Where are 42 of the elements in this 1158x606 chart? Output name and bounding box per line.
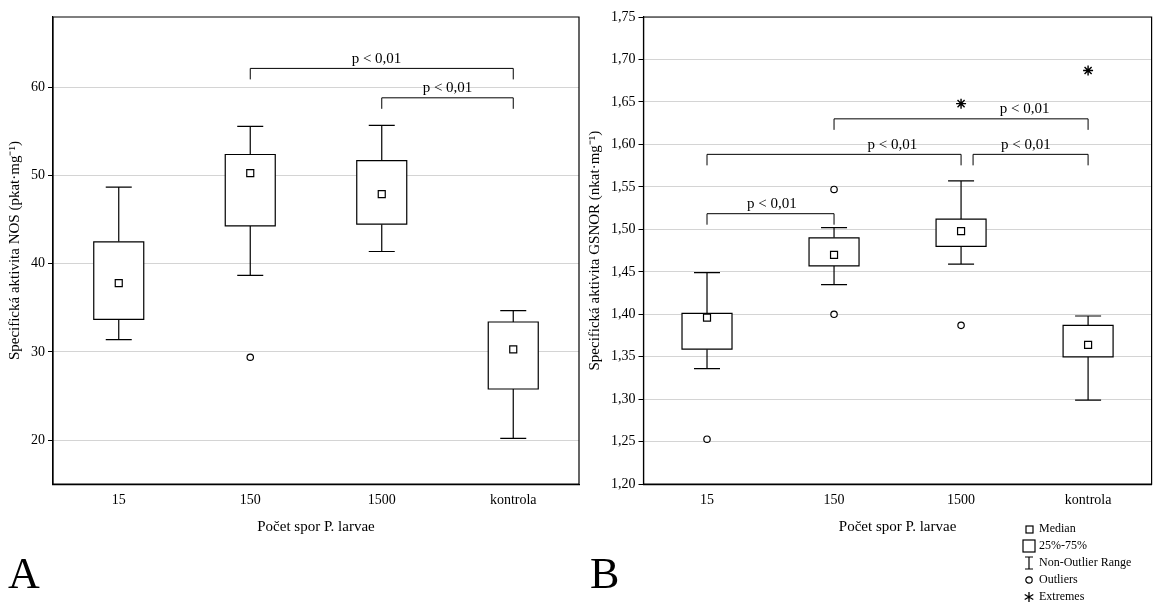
- text: B: [590, 548, 620, 599]
- x-tick-label: kontrola: [1064, 492, 1113, 508]
- y-tick-label: 1,35: [611, 348, 636, 364]
- y-axis-title: Specifická aktivita GSNOR (nkat·mg⁻¹): [585, 130, 603, 371]
- y-tick-label: 1,30: [611, 390, 636, 406]
- x-tick-label: 1500: [367, 492, 396, 508]
- y-tick-label: 40: [31, 255, 45, 271]
- text: Non-Outlier Range: [1039, 554, 1132, 571]
- y-tick-label: 1,25: [611, 433, 636, 449]
- x-axis-title: Počet spor P. larvae: [838, 517, 957, 534]
- annotation: p < 0,01: [746, 195, 797, 212]
- x-tick-label: 15: [111, 492, 126, 508]
- y-tick-label: 1,70: [611, 51, 636, 67]
- text: Median: [1039, 520, 1076, 537]
- annotation: p < 0,01: [1001, 135, 1051, 152]
- y-tick-label: 1,65: [611, 93, 636, 109]
- x-tick-label: 15: [700, 492, 715, 508]
- annotation: p < 0,01: [999, 100, 1050, 117]
- y-tick-label: 1,20: [611, 475, 636, 491]
- annotation: p < 0,01: [351, 49, 402, 66]
- y-tick-label: 50: [31, 167, 45, 183]
- y-axis-title: Specifická aktivita NOS (pkat·mg⁻¹): [5, 141, 23, 361]
- annotation: p < 0,01: [867, 135, 918, 152]
- x-tick-label: 150: [823, 492, 845, 508]
- y-tick-label: 1,60: [611, 136, 636, 152]
- y-tick-label: 20: [31, 431, 45, 447]
- annotation: p < 0,01: [422, 79, 473, 96]
- y-tick-label: 1,55: [611, 178, 636, 194]
- x-tick-label: 150: [239, 492, 261, 508]
- y-tick-label: 30: [31, 343, 45, 359]
- legend-label: Extremes: [1039, 588, 1085, 605]
- y-tick-label: 1,75: [611, 8, 636, 24]
- text: 25%-75%: [1039, 537, 1087, 554]
- text: Outliers: [1039, 571, 1078, 588]
- x-axis-title: Počet spor P. larvae: [257, 517, 376, 534]
- y-tick-label: 1,40: [611, 305, 636, 321]
- y-tick-label: 1,50: [611, 221, 636, 237]
- text: A: [8, 548, 40, 599]
- x-tick-label: 1500: [947, 492, 976, 508]
- x-tick-label: kontrola: [489, 492, 538, 508]
- y-tick-label: 1,45: [611, 263, 636, 279]
- y-tick-label: 60: [31, 79, 45, 95]
